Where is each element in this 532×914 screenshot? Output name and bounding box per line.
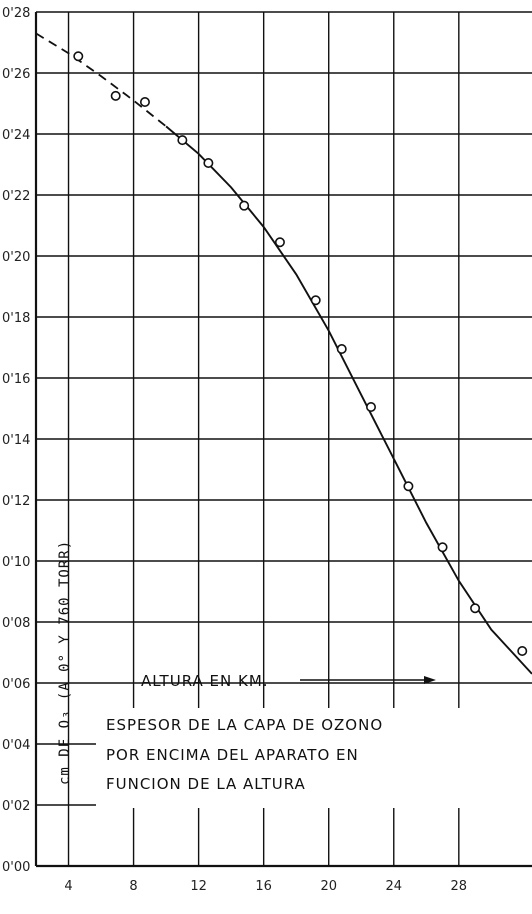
annotation-line-3: FUNCION DE LA ALTURA <box>106 775 306 793</box>
x-tick-label: 24 <box>385 879 402 894</box>
y-tick-label: 0'12 <box>2 494 30 509</box>
y-tick-label: 0'24 <box>2 128 30 143</box>
data-point <box>139 96 150 107</box>
y-axis-label: cm DE O₃ (A 0° Y 760 TORR) <box>57 540 73 785</box>
x-tick-label: 16 <box>255 879 272 894</box>
fit-curves <box>35 32 532 675</box>
x-tick-label: 4 <box>64 879 72 894</box>
data-point <box>239 200 250 211</box>
data-point <box>274 237 285 248</box>
y-tick-label: 0'06 <box>2 677 30 692</box>
y-tick-label: 0'00 <box>2 860 30 875</box>
data-point <box>110 90 121 101</box>
data-point <box>73 51 84 62</box>
data-point <box>203 157 214 168</box>
y-tick-label: 0'18 <box>2 311 30 326</box>
y-tick-label: 0'02 <box>2 799 30 814</box>
x-axis-arrow-head <box>424 676 436 684</box>
y-tick-label: 0'10 <box>2 555 30 570</box>
data-point <box>470 603 481 614</box>
annotation-box <box>96 708 532 808</box>
data-point <box>517 645 528 656</box>
x-tick-label: 12 <box>190 879 207 894</box>
x-tick-label: 28 <box>451 879 468 894</box>
y-tick-labels: 0'00 0'02 0'04 0'06 0'08 0'10 0'12 0'14 0'16 0'18… <box>2 6 30 875</box>
data-point <box>366 401 377 412</box>
annotation-line-2: POR ENCIMA DEL APARATO EN <box>106 746 359 764</box>
y-tick-label: 0'26 <box>2 67 30 82</box>
y-tick-label: 0'22 <box>2 189 30 204</box>
y-tick-label: 0'28 <box>2 6 30 21</box>
x-tick-labels: 4 8 12 16 20 24 28 <box>64 879 467 894</box>
data-point <box>177 135 188 146</box>
y-tick-label: 0'20 <box>2 250 30 265</box>
data-point <box>437 542 448 553</box>
y-tick-label: 0'08 <box>2 616 30 631</box>
data-point <box>310 295 321 306</box>
y-tick-label: 0'04 <box>2 738 30 753</box>
x-tick-label: 8 <box>129 879 137 894</box>
data-points <box>73 51 528 656</box>
fit-curve-dashed <box>35 32 167 128</box>
x-axis-label: ALTURA EN KM. <box>141 672 269 690</box>
y-tick-label: 0'14 <box>2 433 30 448</box>
x-tick-label: 20 <box>320 879 337 894</box>
fit-curve-solid <box>165 125 532 675</box>
data-point <box>336 344 347 355</box>
data-point <box>403 481 414 492</box>
annotation-line-1: ESPESOR DE LA CAPA DE OZONO <box>106 716 383 734</box>
y-tick-label: 0'16 <box>2 372 30 387</box>
